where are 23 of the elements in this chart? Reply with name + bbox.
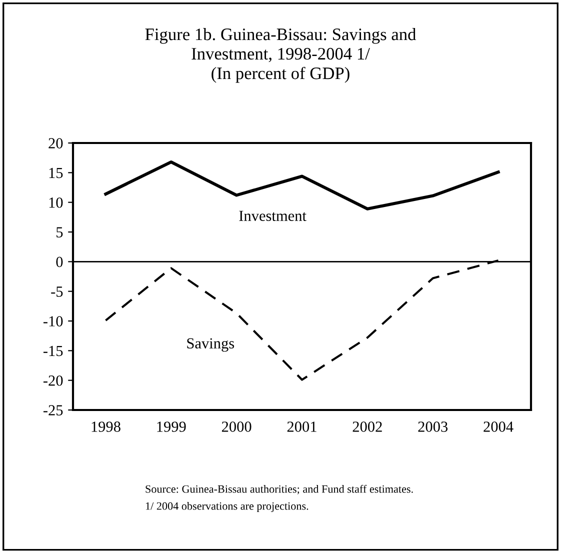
y-tick-label: -20	[43, 375, 63, 386]
y-tick-label: 15	[49, 168, 63, 178]
y-tick-label: 0	[56, 256, 63, 268]
series-label: Savings	[187, 338, 234, 352]
x-tick-label: 1998	[92, 422, 120, 432]
y-tick-label: -25	[43, 405, 63, 416]
y-tick-label: -5	[51, 286, 63, 297]
series-label: Investment	[239, 210, 306, 221]
x-tick-label: 2002	[352, 422, 382, 432]
x-tick-label: 2000	[222, 422, 252, 432]
x-tick-label: 1999	[157, 422, 186, 432]
line-series	[104, 160, 500, 210]
y-tick-label: 20	[48, 138, 63, 148]
x-tick-label: 2001	[287, 422, 316, 432]
y-tick-label: -10	[43, 316, 63, 326]
source-note: Source: Guinea-Bissau authorities; and Fund staff estimates.	[146, 484, 413, 494]
x-tick-label: 2003	[418, 422, 448, 432]
y-tick-label: -15	[43, 346, 63, 356]
y-tick-label: 10	[49, 197, 63, 208]
text: 1/ 2004 observations are projections.	[146, 502, 308, 512]
x-tick-label: 2004	[484, 422, 514, 432]
chart-title: Figure 1b. Guinea-Bissau: Savings and Investment, 1998-2004 1/ (In percent of GDP)	[145, 28, 416, 83]
y-tick-label: 5	[56, 227, 63, 238]
